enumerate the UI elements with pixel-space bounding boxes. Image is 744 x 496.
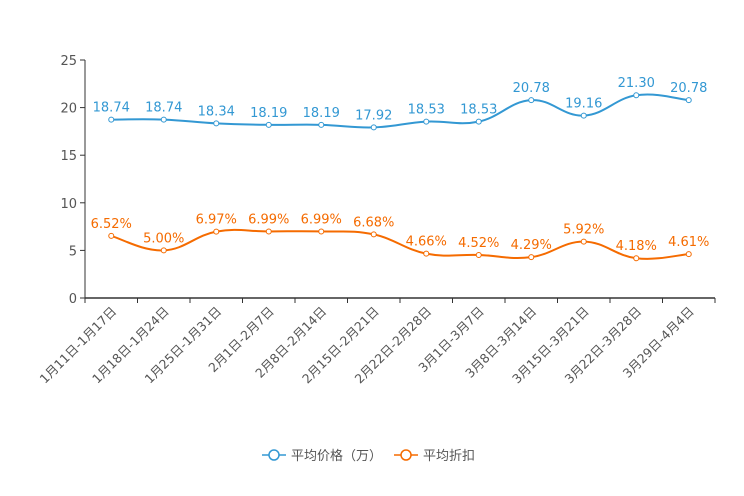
series-line-1 (110, 228, 689, 260)
data-point (160, 247, 167, 254)
data-label: 18.53 (408, 103, 445, 118)
legend-label: 平均折扣 (423, 449, 475, 464)
data-label: 20.78 (513, 81, 550, 96)
data-label: 6.99% (301, 212, 342, 227)
legend-marker-icon (268, 449, 280, 461)
data-label: 20.78 (670, 81, 707, 96)
data-label: 18.19 (303, 106, 340, 121)
data-point (318, 228, 325, 235)
data-label: 18.74 (93, 101, 130, 116)
data-point (318, 121, 325, 128)
data-label: 4.61% (668, 235, 709, 250)
data-point (423, 118, 430, 125)
data-point (633, 255, 640, 262)
data-point (370, 124, 377, 131)
data-point (213, 120, 220, 127)
data-label: 18.34 (198, 104, 235, 119)
y-tick-label: 5 (69, 244, 77, 259)
data-label: 5.00% (143, 231, 184, 246)
data-point (528, 254, 535, 261)
data-label: 21.30 (618, 76, 655, 91)
data-label: 4.18% (616, 239, 657, 254)
data-point (108, 232, 115, 239)
data-label: 6.52% (91, 217, 132, 232)
legend-label: 平均价格（万） (291, 448, 382, 464)
y-tick-label: 20 (60, 102, 77, 117)
data-point (633, 92, 640, 99)
data-point (685, 251, 692, 258)
y-tick-label: 10 (60, 197, 77, 212)
data-point (423, 250, 430, 257)
y-tick-label: 15 (60, 149, 77, 164)
data-point (580, 238, 587, 245)
data-point (370, 231, 377, 238)
data-label: 4.66% (406, 235, 447, 250)
data-label: 18.74 (145, 101, 182, 116)
data-label: 4.52% (458, 236, 499, 251)
data-label: 18.53 (460, 103, 497, 118)
data-label: 19.16 (565, 97, 602, 112)
data-label: 4.29% (511, 238, 552, 253)
series-line-0 (111, 93, 689, 129)
legend-marker-icon (400, 449, 412, 461)
data-label: 18.19 (250, 106, 287, 121)
data-label: 6.68% (353, 215, 394, 230)
data-label: 5.92% (563, 223, 604, 238)
data-point (108, 116, 115, 123)
data-point (475, 118, 482, 125)
data-label: 6.99% (248, 212, 289, 227)
data-point (265, 228, 272, 235)
data-point (213, 228, 220, 235)
data-point (160, 116, 167, 123)
y-tick-label: 25 (60, 54, 77, 69)
data-point (580, 112, 587, 119)
data-point (475, 251, 482, 258)
data-label: 6.97% (196, 213, 237, 228)
y-tick-label: 0 (69, 292, 77, 307)
data-label: 17.92 (355, 108, 392, 123)
data-point (685, 97, 692, 104)
data-point (528, 97, 535, 104)
data-point (265, 121, 272, 128)
